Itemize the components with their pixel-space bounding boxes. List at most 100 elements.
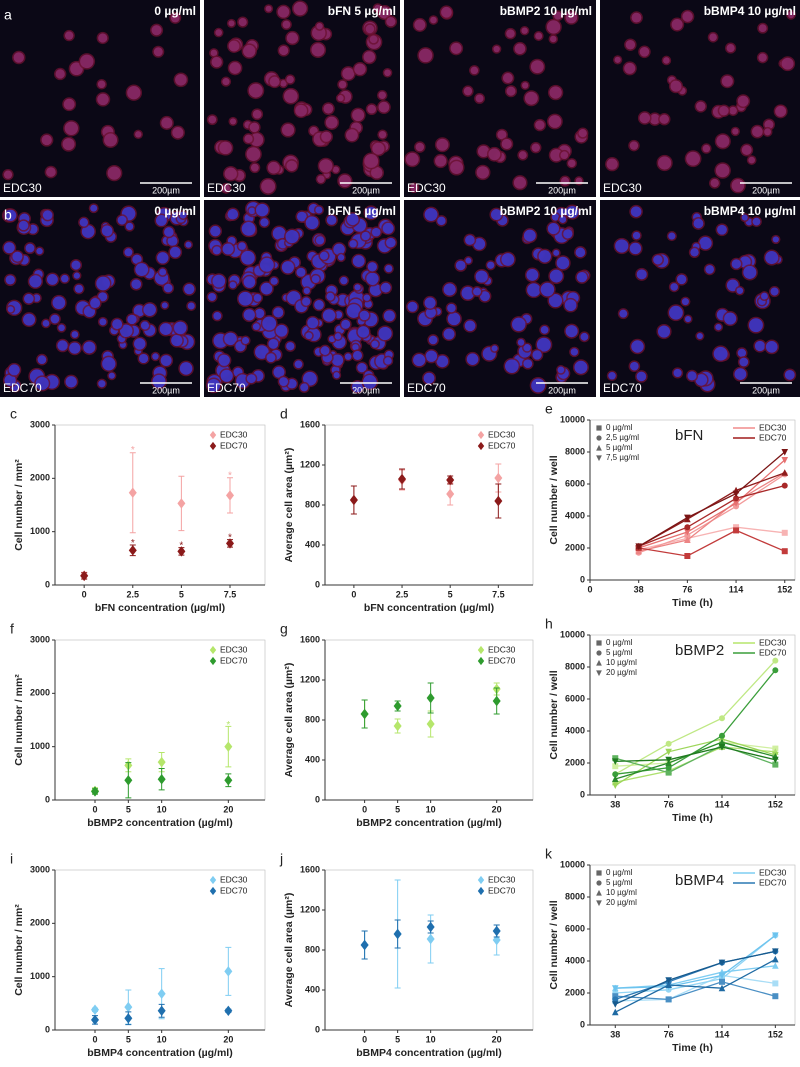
nucleus — [639, 112, 651, 124]
nucleus — [260, 282, 273, 295]
nucleus — [424, 297, 436, 309]
x-tick-label: 2.5 — [127, 589, 140, 599]
nucleus — [702, 144, 711, 153]
nucleus — [174, 321, 187, 335]
legend-label: EDC70 — [759, 432, 787, 442]
nucleus — [284, 89, 298, 103]
point — [492, 925, 501, 937]
y-axis-label: Cell number / well — [548, 455, 560, 544]
nucleus — [378, 91, 386, 100]
nucleus — [547, 222, 560, 235]
point — [781, 482, 788, 489]
x-tick-label: 38 — [634, 584, 644, 594]
point — [494, 472, 503, 484]
x-tick-label: 0 — [82, 589, 87, 599]
nucleus — [670, 80, 682, 92]
nucleus — [477, 145, 490, 157]
x-tick-label: 5 — [448, 589, 453, 599]
nucleus — [243, 309, 255, 321]
nucleus — [363, 294, 371, 301]
point — [360, 939, 369, 951]
y-tick-label: 10000 — [560, 859, 585, 869]
y-tick-label: 400 — [305, 539, 320, 549]
nucleus — [758, 53, 767, 62]
nucleus — [410, 183, 418, 192]
point — [718, 959, 726, 967]
x-axis-label: bBMP4 concentration (µg/ml) — [87, 1047, 232, 1059]
point — [157, 1005, 166, 1016]
nucleus — [721, 75, 733, 87]
nucleus — [386, 16, 396, 27]
point — [772, 657, 779, 664]
nucleus — [97, 93, 109, 106]
nucleus — [576, 271, 588, 283]
nucleus — [553, 249, 560, 256]
nucleus — [696, 101, 706, 112]
nucleus — [333, 243, 345, 256]
point — [635, 543, 642, 550]
point — [772, 932, 779, 939]
chart: e 0 2000 4000 6000 8000 10000 0 38 76 114 152 Time (… — [545, 401, 796, 609]
point — [665, 764, 672, 771]
nucleus — [374, 4, 382, 12]
nucleus — [384, 357, 392, 365]
x-tick-label: 38 — [610, 799, 620, 809]
nucleus — [152, 374, 166, 388]
y-tick-label: 400 — [305, 754, 320, 764]
nucleus — [705, 265, 715, 274]
micrograph: bBMP4 10 µg/ml EDC70 200µm — [600, 200, 800, 397]
nucleus — [436, 138, 449, 151]
legend-marker — [596, 640, 602, 646]
nucleus — [715, 163, 730, 178]
series-line — [638, 472, 786, 552]
nucleus — [155, 215, 167, 226]
nucleus — [386, 237, 396, 248]
scale-label: 200µm — [752, 185, 780, 195]
nucleus — [332, 166, 339, 173]
nucleus — [435, 155, 447, 167]
nucleus — [736, 287, 744, 294]
nucleus — [523, 359, 533, 369]
nucleus — [281, 123, 295, 137]
y-tick-label: 0 — [45, 794, 50, 804]
legend-label: 7,5 µg/ml — [606, 453, 639, 462]
nucleus — [761, 292, 768, 300]
point — [124, 1001, 133, 1013]
nucleus — [686, 151, 701, 166]
nucleus — [536, 337, 551, 352]
legend-label: EDC30 — [488, 644, 516, 654]
nucleus — [303, 287, 310, 294]
image-tag: EDC70 — [207, 381, 246, 395]
nucleus — [252, 109, 262, 119]
nucleus — [161, 302, 168, 309]
x-axis-label: bBMP2 concentration (µg/ml) — [87, 817, 232, 829]
nucleus — [119, 324, 133, 338]
point — [177, 546, 186, 557]
legend-marker — [209, 430, 217, 440]
nucleus — [614, 56, 621, 63]
nucleus — [222, 243, 234, 255]
nucleus — [574, 360, 588, 374]
point — [718, 732, 725, 739]
nucleus — [7, 306, 14, 313]
point — [611, 1001, 619, 1008]
nucleus — [527, 283, 541, 297]
point — [224, 775, 233, 786]
legend-label: EDC70 — [488, 440, 516, 450]
nucleus — [663, 57, 670, 64]
nucleus — [363, 375, 377, 389]
y-tick-label: 3000 — [30, 864, 50, 874]
nucleus — [211, 56, 222, 68]
nucleus — [502, 73, 513, 84]
point — [124, 775, 133, 786]
nucleus — [551, 213, 559, 221]
point — [611, 1008, 619, 1016]
image-title: bBMP4 10 µg/ml — [704, 4, 796, 18]
image-title: bFN 5 µg/ml — [328, 204, 396, 218]
legend-label: 20 µg/ml — [606, 668, 637, 677]
panel-letter: d — [280, 406, 288, 422]
nucleus — [210, 225, 221, 237]
nucleus — [296, 267, 306, 277]
point — [226, 490, 234, 501]
